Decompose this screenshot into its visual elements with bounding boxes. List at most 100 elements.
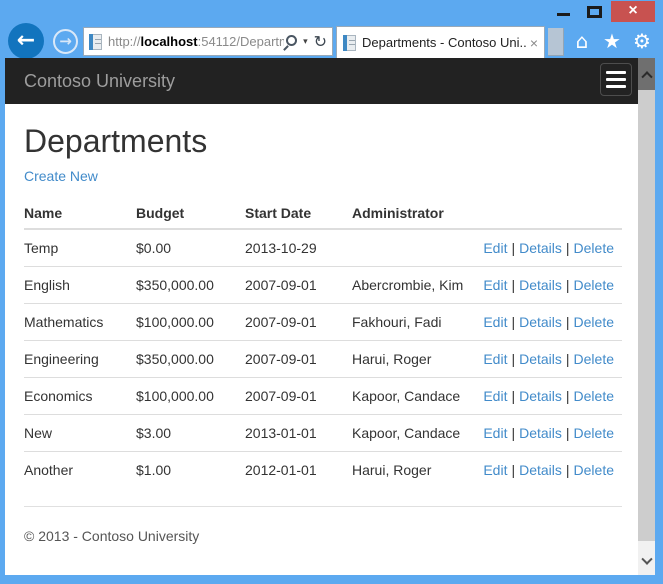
details-link[interactable]: Details (519, 314, 562, 330)
titlebar[interactable]: × (0, 0, 663, 22)
cell-actions: Edit | Details | Delete (480, 266, 622, 304)
departments-table: Name Budget Start Date Administrator Tem… (24, 198, 622, 488)
cell-name: Economics (24, 377, 136, 415)
tab-close-icon[interactable]: × (529, 34, 538, 51)
scrollbar-up-button[interactable] (638, 58, 655, 90)
favorites-star-icon[interactable]: ★ (603, 29, 621, 53)
settings-gear-icon[interactable]: ⚙ (633, 29, 651, 53)
action-separator: | (565, 425, 570, 441)
details-link[interactable]: Details (519, 277, 562, 293)
address-bar[interactable]: http://localhost:54112/Departm ▾ ↻ (83, 27, 333, 56)
header-actions (480, 198, 622, 230)
table-row: Engineering $350,000.00 2007-09-01 Harui… (24, 340, 622, 378)
details-link[interactable]: Details (519, 351, 562, 367)
delete-link[interactable]: Delete (573, 314, 614, 330)
refresh-icon[interactable]: ↻ (313, 32, 327, 51)
cell-administrator: Harui, Roger (352, 451, 480, 488)
details-link[interactable]: Details (519, 388, 562, 404)
cell-administrator: Kapoor, Candace (352, 414, 480, 452)
scrollbar-thumb[interactable] (638, 90, 655, 541)
table-row: Mathematics $100,000.00 2007-09-01 Fakho… (24, 303, 622, 341)
minimize-icon (557, 12, 570, 16)
window-controls: × (549, 0, 655, 22)
action-separator: | (565, 277, 570, 293)
maximize-button[interactable] (579, 1, 611, 22)
cell-actions: Edit | Details | Delete (480, 228, 622, 267)
table-row: English $350,000.00 2007-09-01 Abercromb… (24, 266, 622, 304)
table-body: Temp $0.00 2013-10-29 Edit | Details | Delet… (24, 228, 622, 488)
delete-link[interactable]: Delete (573, 351, 614, 367)
edit-link[interactable]: Edit (483, 425, 508, 441)
action-separator: | (511, 277, 516, 293)
cell-start-date: 2007-09-01 (245, 377, 352, 415)
site-navbar: Contoso University (5, 58, 638, 104)
edit-link[interactable]: Edit (483, 314, 508, 330)
action-separator: | (565, 314, 570, 330)
header-name: Name (24, 198, 136, 230)
cell-start-date: 2012-01-01 (245, 451, 352, 488)
delete-link[interactable]: Delete (573, 240, 614, 256)
navbar-brand-link[interactable]: Contoso University (24, 71, 176, 91)
maximize-icon (587, 5, 602, 18)
create-new-link[interactable]: Create New (24, 168, 98, 184)
forward-button[interactable]: → (53, 29, 78, 54)
back-button[interactable]: ← (8, 23, 44, 59)
cell-name: Mathematics (24, 303, 136, 341)
main-content: Departments Create New Name Budget Start… (5, 123, 638, 544)
cell-name: New (24, 414, 136, 452)
chevron-down-icon[interactable]: ▾ (303, 36, 308, 47)
minimize-button[interactable] (549, 1, 579, 22)
edit-link[interactable]: Edit (483, 351, 508, 367)
hamburger-icon (606, 71, 626, 74)
action-separator: | (565, 462, 570, 478)
delete-link[interactable]: Delete (573, 425, 614, 441)
header-budget: Budget (136, 198, 245, 230)
delete-link[interactable]: Delete (573, 462, 614, 478)
edit-link[interactable]: Edit (483, 388, 508, 404)
scroll-up-icon (640, 71, 653, 83)
delete-link[interactable]: Delete (573, 277, 614, 293)
viewport: Contoso University Departments Create Ne… (5, 58, 655, 575)
action-separator: | (511, 351, 516, 367)
cell-start-date: 2007-09-01 (245, 303, 352, 341)
cell-actions: Edit | Details | Delete (480, 377, 622, 415)
cell-actions: Edit | Details | Delete (480, 414, 622, 452)
footer-divider (24, 506, 622, 507)
hamburger-menu-button[interactable] (600, 63, 632, 96)
details-link[interactable]: Details (519, 425, 562, 441)
cell-budget: $100,000.00 (136, 303, 245, 341)
url-path: :54112/Departm (197, 34, 285, 49)
edit-link[interactable]: Edit (483, 240, 508, 256)
page-footer: © 2013 - Contoso University (24, 528, 622, 544)
action-separator: | (511, 240, 516, 256)
vertical-scrollbar[interactable] (638, 58, 655, 575)
delete-link[interactable]: Delete (573, 388, 614, 404)
new-tab-button[interactable] (548, 28, 564, 56)
header-start-date: Start Date (245, 198, 352, 230)
forward-icon: → (59, 32, 72, 50)
browser-toolbar: ← → http://localhost:54112/Departm ▾ ↻ D… (0, 22, 663, 59)
back-icon: ← (16, 28, 36, 53)
search-icon[interactable] (286, 35, 298, 46)
cell-budget: $100,000.00 (136, 377, 245, 415)
cell-budget: $350,000.00 (136, 340, 245, 378)
cell-budget: $3.00 (136, 414, 245, 452)
details-link[interactable]: Details (519, 462, 562, 478)
edit-link[interactable]: Edit (483, 462, 508, 478)
scrollbar-down-button[interactable] (638, 553, 655, 571)
cell-administrator (352, 228, 480, 267)
cell-name: English (24, 266, 136, 304)
close-button[interactable]: × (611, 0, 655, 22)
table-row: New $3.00 2013-01-01 Kapoor, Candace Edi… (24, 414, 622, 452)
cell-actions: Edit | Details | Delete (480, 340, 622, 378)
page-icon (89, 33, 102, 50)
tab-favicon (343, 34, 356, 51)
action-separator: | (511, 388, 516, 404)
details-link[interactable]: Details (519, 240, 562, 256)
home-icon[interactable]: ⌂ (575, 29, 589, 53)
url-protocol: http:// (108, 34, 141, 49)
edit-link[interactable]: Edit (483, 277, 508, 293)
url-text[interactable]: http://localhost:54112/Departm (108, 34, 284, 49)
browser-tab[interactable]: Departments - Contoso Uni... × (336, 26, 545, 58)
